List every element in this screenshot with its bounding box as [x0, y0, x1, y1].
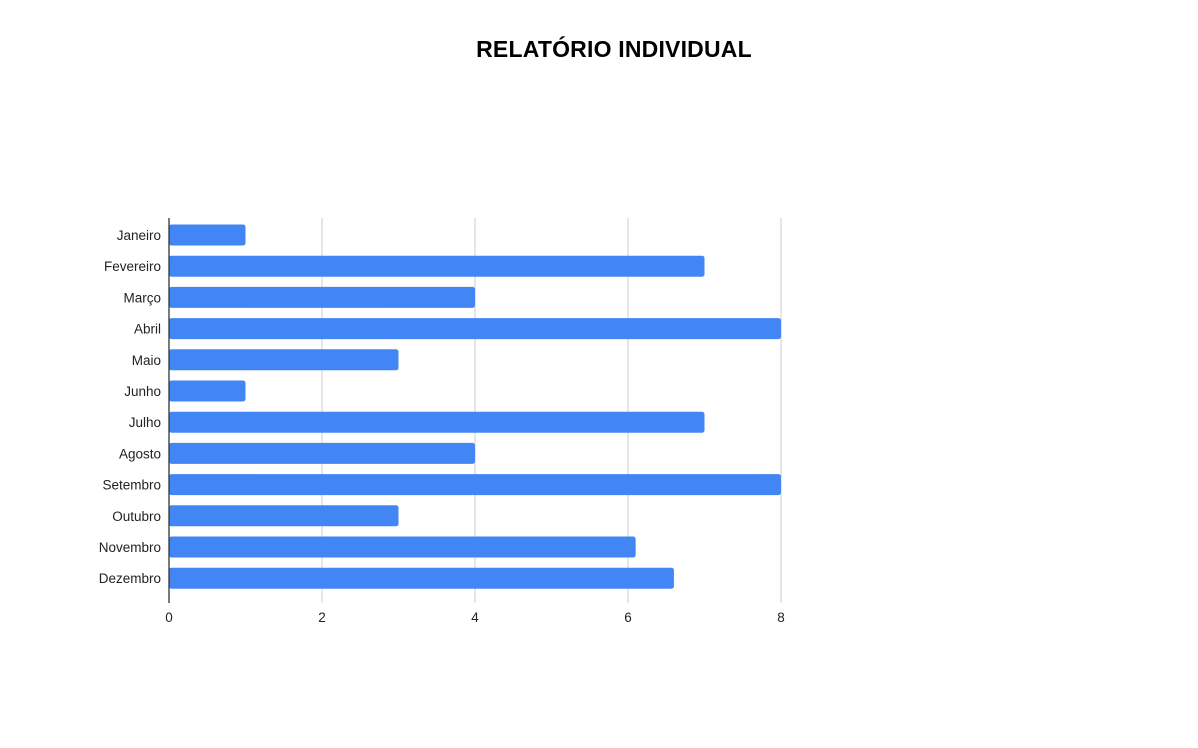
category-label: Outubro [112, 509, 161, 524]
category-label: Dezembro [99, 571, 161, 586]
bar-abril [169, 318, 781, 340]
chart-title: RELATÓRIO INDIVIDUAL [476, 36, 752, 62]
x-tick-label: 6 [624, 610, 632, 625]
category-label: Abril [134, 322, 161, 337]
bar-outubro [169, 505, 399, 527]
x-tick-label: 8 [777, 610, 785, 625]
bar-agosto [169, 442, 475, 464]
labels: 0 2 4 6 8 Janeiro Fevereiro Março Abril Maio Junho… [99, 228, 785, 625]
bar-março [169, 286, 475, 308]
category-label: Junho [124, 384, 161, 399]
category-label: Setembro [102, 478, 161, 493]
bar-fevereiro [169, 255, 705, 277]
bar-novembro [169, 536, 636, 558]
x-tick-label: 4 [471, 610, 479, 625]
bar-janeiro [169, 224, 246, 246]
x-tick-label: 2 [318, 610, 326, 625]
bar-julho [169, 411, 705, 433]
x-tick-label: 0 [165, 610, 173, 625]
category-label: Março [123, 290, 161, 305]
category-label: Julho [129, 415, 161, 430]
category-label: Agosto [119, 446, 161, 461]
bar-junho [169, 380, 246, 402]
category-label: Janeiro [117, 228, 161, 243]
bar-maio [169, 349, 399, 371]
bar-dezembro [169, 567, 674, 589]
category-label: Fevereiro [104, 259, 161, 274]
bars [169, 224, 781, 589]
bar-setembro [169, 474, 781, 496]
category-label: Maio [132, 353, 161, 368]
category-label: Novembro [99, 540, 161, 555]
